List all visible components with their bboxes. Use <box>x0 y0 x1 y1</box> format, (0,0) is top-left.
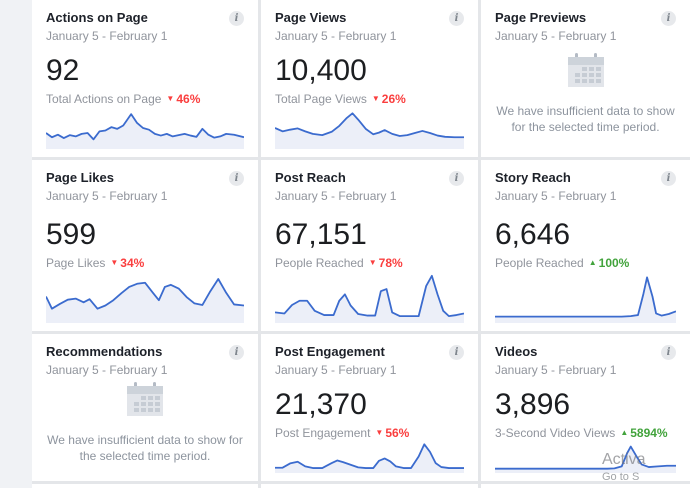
date-range: January 5 - February 1 <box>495 189 617 203</box>
triangle-down-icon: ▼ <box>371 94 380 103</box>
card-title: Actions on Page <box>46 10 148 25</box>
metric-value: 3,896 <box>495 388 571 421</box>
card-title: Story Reach <box>495 170 571 185</box>
info-icon[interactable]: i <box>229 11 244 26</box>
triangle-down-icon: ▼ <box>368 258 377 267</box>
card-page-likes[interactable]: Page Likes i January 5 - February 1 599 … <box>32 160 258 331</box>
calendar-icon <box>567 52 604 87</box>
delta-badge: ▼ 56% <box>375 426 409 440</box>
sparkline-chart <box>275 270 464 323</box>
info-icon[interactable]: i <box>661 171 676 186</box>
date-range: January 5 - February 1 <box>46 189 168 203</box>
metric-value: 599 <box>46 218 97 251</box>
info-icon[interactable]: i <box>449 345 464 360</box>
delta-value: 46% <box>176 92 201 106</box>
no-data-message: We have insufficient data to show for th… <box>47 432 243 463</box>
card-title: Recommendations <box>46 344 163 359</box>
card-title: Post Reach <box>275 170 346 185</box>
info-icon[interactable]: i <box>229 171 244 186</box>
metric-label: 3-Second Video Views <box>495 426 616 440</box>
card-title: Post Engagement <box>275 344 385 359</box>
delta-value: 34% <box>120 256 145 270</box>
delta-value: 78% <box>378 256 403 270</box>
date-range: January 5 - February 1 <box>275 29 397 43</box>
card-videos[interactable]: Videos i January 5 - February 1 3,896 3-… <box>481 334 690 481</box>
metric-label: Page Likes <box>46 256 106 270</box>
metric-label: People Reached <box>275 256 364 270</box>
card-page-views[interactable]: Page Views i January 5 - February 1 10,4… <box>261 0 478 157</box>
card-page-previews[interactable]: Page Previews i January 5 - February 1 W… <box>481 0 690 157</box>
delta-badge: ▼ 26% <box>372 92 406 106</box>
delta-value: 56% <box>385 426 410 440</box>
metric-label: Total Actions on Page <box>46 92 162 106</box>
date-range: January 5 - February 1 <box>495 29 617 43</box>
date-range: January 5 - February 1 <box>46 29 168 43</box>
sparkline-chart <box>495 270 676 323</box>
metric-value: 21,370 <box>275 388 367 421</box>
metric-value: 67,151 <box>275 218 367 251</box>
metric-value: 10,400 <box>275 54 367 87</box>
calendar-icon <box>127 381 163 416</box>
card-recommendations[interactable]: Recommendations i January 5 - February 1… <box>32 334 258 481</box>
delta-value: 5894% <box>630 426 668 440</box>
sparkline-chart <box>275 107 464 149</box>
metric-label: Post Engagement <box>275 426 371 440</box>
triangle-up-icon: ▲ <box>620 428 629 437</box>
sparkline-chart <box>275 440 464 473</box>
delta-badge: ▼ 34% <box>110 256 144 270</box>
triangle-down-icon: ▼ <box>166 94 175 103</box>
card-title: Videos <box>495 344 538 359</box>
date-range: January 5 - February 1 <box>275 363 397 377</box>
metric-label: Total Page Views <box>275 92 367 106</box>
metric-value: 6,646 <box>495 218 571 251</box>
date-range: January 5 - February 1 <box>495 363 617 377</box>
date-range: January 5 - February 1 <box>275 189 397 203</box>
delta-badge: ▼ 46% <box>166 92 200 106</box>
info-icon[interactable]: i <box>661 11 676 26</box>
metric-value: 92 <box>46 54 80 87</box>
delta-value: 100% <box>598 256 630 270</box>
triangle-down-icon: ▼ <box>375 428 384 437</box>
delta-badge: ▲ 100% <box>589 256 630 270</box>
metric-label: People Reached <box>495 256 584 270</box>
triangle-up-icon: ▲ <box>588 258 597 267</box>
card-post-reach[interactable]: Post Reach i January 5 - February 1 67,1… <box>261 160 478 331</box>
sparkline-chart <box>495 440 676 473</box>
card-title: Page Likes <box>46 170 114 185</box>
sparkline-chart <box>46 270 244 323</box>
delta-badge: ▲ 5894% <box>620 426 667 440</box>
date-range: January 5 - February 1 <box>46 363 168 377</box>
next-row-card-stub <box>32 484 258 488</box>
delta-badge: ▼ 78% <box>369 256 403 270</box>
info-icon[interactable]: i <box>661 345 676 360</box>
card-actions-on-page[interactable]: Actions on Page i January 5 - February 1… <box>32 0 258 157</box>
triangle-down-icon: ▼ <box>110 258 119 267</box>
info-icon[interactable]: i <box>229 345 244 360</box>
card-title: Page Previews <box>495 10 587 25</box>
sparkline-chart <box>46 107 244 149</box>
delta-value: 26% <box>381 92 406 106</box>
no-data-message: We have insufficient data to show for th… <box>496 103 675 134</box>
info-icon[interactable]: i <box>449 11 464 26</box>
info-icon[interactable]: i <box>449 171 464 186</box>
card-post-engagement[interactable]: Post Engagement i January 5 - February 1… <box>261 334 478 481</box>
insights-card-grid: Actions on Page i January 5 - February 1… <box>32 0 690 488</box>
page-left-gutter <box>0 0 32 488</box>
next-row-card-stub <box>481 484 690 488</box>
card-title: Page Views <box>275 10 347 25</box>
next-row-card-stub <box>261 484 478 488</box>
card-story-reach[interactable]: Story Reach i January 5 - February 1 6,6… <box>481 160 690 331</box>
